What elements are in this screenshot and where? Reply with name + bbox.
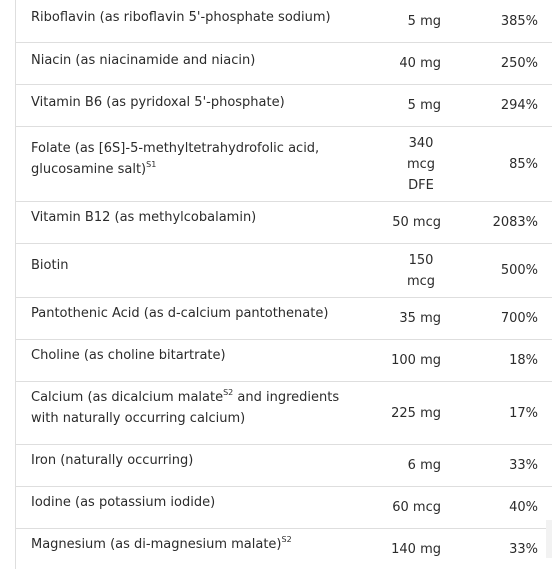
table-row: Magnesium (as di-magnesium malate)S2 140…: [16, 529, 552, 569]
nutrient-name: Pantothenic Acid (as d-calcium pantothen…: [16, 298, 366, 339]
daily-value: 17%: [456, 382, 552, 444]
nutrient-name: Vitamin B6 (as pyridoxal 5'-phosphate): [16, 85, 366, 126]
daily-value: 18%: [456, 340, 552, 381]
nutrient-label: Folate (as [6S]-5-methyltetrahydrofolic …: [31, 141, 320, 177]
nutrient-label: Niacin (as niacinamide and niacin): [31, 53, 256, 68]
nutrient-amount: 60 mcg: [366, 487, 456, 528]
dv-value: 18%: [509, 353, 538, 368]
table-row: Calcium (as dicalcium malateS2 and ingre…: [16, 382, 552, 445]
nutrient-amount: 40 mg: [366, 43, 456, 84]
dv-value: 250%: [500, 56, 538, 71]
nutrient-amount: 100 mg: [366, 340, 456, 381]
dv-value: 700%: [500, 311, 538, 326]
nutrient-name: Calcium (as dicalcium malateS2 and ingre…: [16, 382, 366, 444]
table-row: Iron (naturally occurring) 6 mg 33%: [16, 445, 552, 487]
nutrient-name: Biotin: [16, 244, 366, 297]
dv-value: 500%: [500, 263, 538, 278]
amount-value: 340 mcg DFE: [406, 135, 436, 193]
nutrient-name: Vitamin B12 (as methylcobalamin): [16, 202, 366, 243]
nutrient-amount: 35 mg: [366, 298, 456, 339]
dv-value: 40%: [509, 500, 538, 515]
table-row: Vitamin B6 (as pyridoxal 5'-phosphate) 5…: [16, 85, 552, 127]
footnote-ref: S1: [146, 160, 157, 169]
nutrient-amount: 50 mcg: [366, 202, 456, 243]
dv-value: 85%: [509, 156, 538, 172]
daily-value: 2083%: [456, 202, 552, 243]
daily-value: 250%: [456, 43, 552, 84]
nutrient-amount: 140 mg: [366, 529, 456, 569]
nutrient-amount: 5 mg: [366, 85, 456, 126]
table-row: Folate (as [6S]-5-methyltetrahydrofolic …: [16, 127, 552, 202]
dv-value: 294%: [500, 98, 538, 113]
amount-value: 40 mg: [399, 56, 441, 71]
nutrient-name: Folate (as [6S]-5-methyltetrahydrofolic …: [16, 127, 366, 201]
daily-value: 33%: [456, 445, 552, 486]
nutrient-table: Riboflavin (as riboflavin 5'-phosphate s…: [15, 0, 552, 569]
amount-value: 150 mcg: [406, 252, 436, 289]
nutrient-label: Biotin: [31, 258, 69, 273]
amount-value: 5 mg: [407, 13, 441, 29]
daily-value: 33%: [456, 529, 552, 569]
nutrient-name: Choline (as choline bitartrate): [16, 340, 366, 381]
amount-value: 140 mg: [391, 541, 441, 557]
nutrient-label: Vitamin B6 (as pyridoxal 5'-phosphate): [31, 95, 285, 110]
table-row: Biotin 150 mcg 500%: [16, 244, 552, 298]
table-row: Riboflavin (as riboflavin 5'-phosphate s…: [16, 0, 552, 43]
footnote-ref: S2: [281, 535, 292, 544]
daily-value: 385%: [456, 0, 552, 42]
table-row: Niacin (as niacinamide and niacin) 40 mg…: [16, 43, 552, 85]
nutrient-label: Calcium (as dicalcium malate: [31, 390, 224, 405]
nutrient-amount: 150 mcg: [366, 244, 456, 297]
table-row: Choline (as choline bitartrate) 100 mg 1…: [16, 340, 552, 382]
nutrient-label-cont: and ingredients with naturally occurring…: [31, 390, 340, 426]
amount-value: 50 mcg: [392, 215, 441, 230]
amount-value: 60 mcg: [392, 500, 441, 515]
dv-value: 385%: [500, 13, 538, 29]
table-row: Iodine (as potassium iodide) 60 mcg 40%: [16, 487, 552, 529]
amount-value: 35 mg: [399, 311, 441, 326]
nutrient-name: Niacin (as niacinamide and niacin): [16, 43, 366, 84]
daily-value: 294%: [456, 85, 552, 126]
nutrient-amount: 5 mg: [366, 0, 456, 42]
amount-value: 5 mg: [407, 98, 441, 113]
daily-value: 700%: [456, 298, 552, 339]
nutrient-label: Pantothenic Acid (as d-calcium pantothen…: [31, 306, 329, 321]
nutrient-amount: 225 mg: [366, 382, 456, 444]
nutrient-label: Iron (naturally occurring): [31, 453, 194, 468]
table-row: Pantothenic Acid (as d-calcium pantothen…: [16, 298, 552, 340]
nutrient-label: Choline (as choline bitartrate): [31, 348, 226, 363]
nutrient-name: Iron (naturally occurring): [16, 445, 366, 486]
nutrient-label: Iodine (as potassium iodide): [31, 495, 216, 510]
dv-value: 17%: [509, 405, 538, 421]
scrollbar-nub[interactable]: [546, 520, 552, 558]
nutrient-amount: 6 mg: [366, 445, 456, 486]
dv-value: 33%: [509, 458, 538, 473]
footnote-ref: S2: [223, 388, 234, 397]
nutrient-name: Magnesium (as di-magnesium malate)S2: [16, 529, 366, 569]
nutrient-name: Iodine (as potassium iodide): [16, 487, 366, 528]
dv-value: 33%: [509, 541, 538, 557]
dv-value: 2083%: [492, 215, 538, 230]
nutrient-name: Riboflavin (as riboflavin 5'-phosphate s…: [16, 0, 366, 42]
amount-value: 225 mg: [391, 405, 441, 421]
amount-value: 6 mg: [407, 458, 441, 473]
nutrient-label: Vitamin B12 (as methylcobalamin): [31, 210, 257, 225]
table-row: Vitamin B12 (as methylcobalamin) 50 mcg …: [16, 202, 552, 244]
daily-value: 85%: [456, 127, 552, 201]
amount-value: 100 mg: [391, 353, 441, 368]
daily-value: 40%: [456, 487, 552, 528]
nutrient-label: Magnesium (as di-magnesium malate): [31, 537, 282, 552]
nutrient-amount: 340 mcg DFE: [366, 127, 456, 201]
nutrient-label: Riboflavin (as riboflavin 5'-phosphate s…: [31, 10, 331, 25]
daily-value: 500%: [456, 244, 552, 297]
